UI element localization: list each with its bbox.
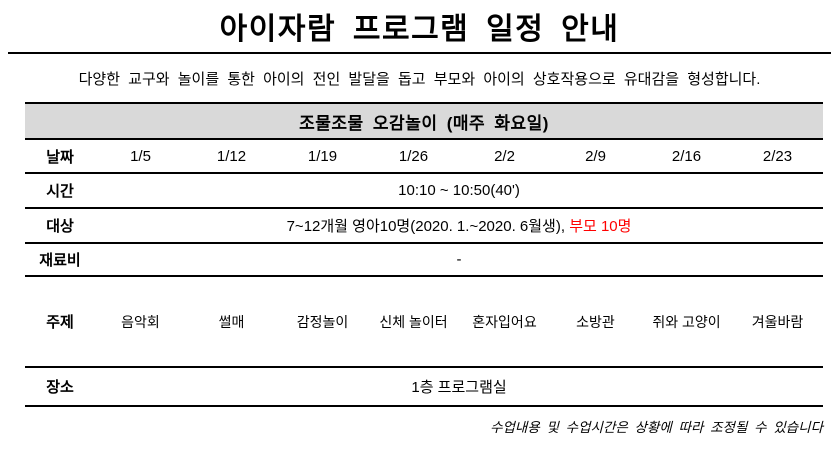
place-row: 장소 1층 프로그램실 <box>25 367 824 406</box>
page-title: 아이자람 프로그램 일정 안내 <box>219 13 620 46</box>
footnote: 수업내용 및 수업시간은 상황에 따라 조정될 수 있습니다 <box>490 420 823 435</box>
date-cell: 1/5 <box>130 147 151 165</box>
table-title-row: 조물조물 오감놀이 (매주 화요일) <box>25 102 824 140</box>
target-value-infants: 7~12개월 영아10명(2020. 1.~2020. 6월생), <box>286 218 570 235</box>
title-divider <box>8 52 831 54</box>
topic-cell: 썰매 <box>218 313 245 330</box>
time-value: 10:10 ~ 10:50(40') <box>398 182 520 199</box>
place-value: 1층 프로그램실 <box>411 379 507 396</box>
date-cell: 1/19 <box>307 147 338 165</box>
topic-cell: 음악회 <box>121 313 160 330</box>
date-cell: 2/16 <box>671 147 702 165</box>
schedule-table: 조물조물 오감놀이 (매주 화요일) 날짜 1/5 1/12 1/19 1/26… <box>25 102 824 407</box>
topic-cell: 겨울바람 <box>751 313 804 330</box>
target-value: 7~12개월 영아10명(2020. 1.~2020. 6월생), 부모 10명 <box>95 208 823 243</box>
target-value-parents: 부모 10명 <box>569 218 632 235</box>
fee-value: - <box>456 251 462 268</box>
topic-cell: 신체 놀이터 <box>379 313 448 330</box>
target-row-label: 대상 <box>46 218 74 235</box>
time-row-label: 시간 <box>46 183 74 200</box>
topic-row: 주제 음악회 썰매 감정놀이 신체 놀이터 혼자입어요 소방관 쥐와 고양이 겨… <box>25 276 824 367</box>
time-row: 시간 10:10 ~ 10:50(40') <box>25 173 824 208</box>
date-cell: 2/2 <box>494 147 515 165</box>
fee-row: 재료비 - <box>25 243 824 276</box>
date-cell: 1/12 <box>216 147 247 165</box>
topic-cell: 소방관 <box>576 313 615 330</box>
date-row: 날짜 1/5 1/12 1/19 1/26 2/2 2/9 2/16 2/23 <box>25 139 824 173</box>
program-schedule-document: 아이자람 프로그램 일정 안내 다양한 교구와 놀이를 통한 아이의 전인 발달… <box>0 10 839 457</box>
target-row: 대상 7~12개월 영아10명(2020. 1.~2020. 6월생), 부모 … <box>25 208 824 243</box>
date-cell: 2/23 <box>762 147 793 165</box>
topic-cell: 혼자입어요 <box>472 313 537 330</box>
date-row-label: 날짜 <box>46 148 74 166</box>
topic-cell: 쥐와 고양이 <box>652 313 721 330</box>
fee-row-label: 재료비 <box>39 252 81 269</box>
topic-cell: 감정놀이 <box>296 313 349 330</box>
date-cell: 2/9 <box>585 147 606 165</box>
place-row-label: 장소 <box>46 379 74 396</box>
page-subtitle: 다양한 교구와 놀이를 통한 아이의 전인 발달을 돕고 부모와 아이의 상호작… <box>78 71 761 88</box>
topic-row-label: 주제 <box>46 314 74 331</box>
table-title: 조물조물 오감놀이 (매주 화요일) <box>25 102 824 140</box>
date-cell: 1/26 <box>398 147 429 165</box>
